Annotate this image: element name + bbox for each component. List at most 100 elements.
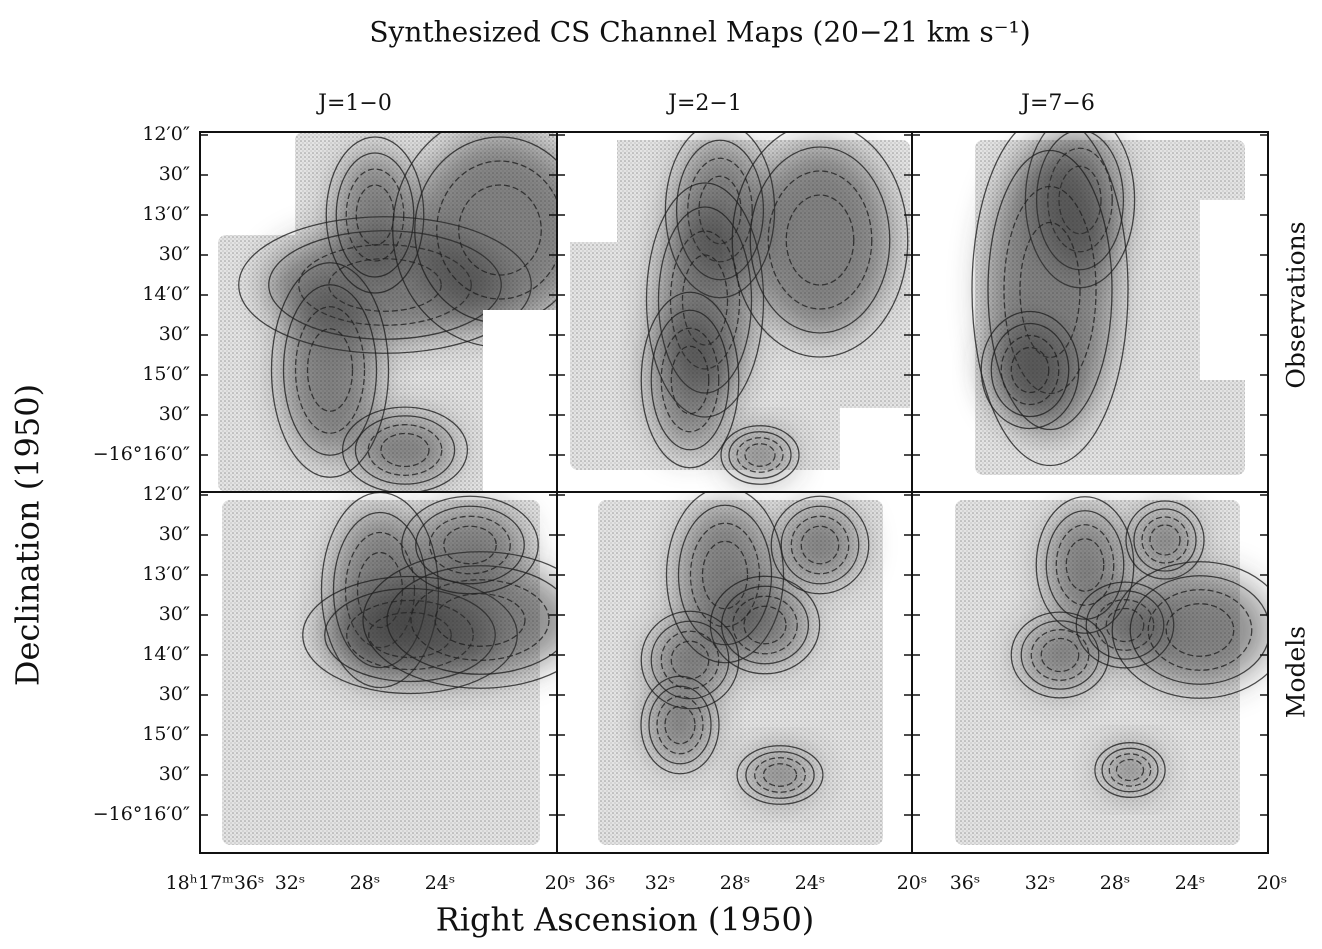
- emission-peak: [353, 414, 457, 486]
- emission-peak: [720, 585, 810, 665]
- contour: [767, 170, 873, 310]
- contour: [294, 306, 366, 434]
- x-tick-label: 24ˢ: [425, 872, 456, 894]
- map-panel: [912, 132, 1268, 492]
- contour: [749, 146, 891, 334]
- contour: [640, 675, 720, 775]
- contour: [345, 168, 405, 262]
- y-tick-label: 30″: [159, 683, 190, 705]
- blank-area: [557, 132, 617, 242]
- contour: [732, 595, 798, 655]
- contour: [648, 685, 712, 765]
- y-axis-label: Declination (1950): [9, 384, 47, 686]
- contour: [650, 309, 730, 451]
- y-tick-label: −16°16′0″: [93, 443, 190, 465]
- contour: [987, 149, 1113, 431]
- y-tick-label: 30″: [159, 763, 190, 785]
- contour: [1149, 524, 1181, 556]
- contour: [640, 291, 740, 469]
- contour: [1129, 575, 1268, 685]
- x-tick-label: 20ˢ: [545, 872, 576, 894]
- contour: [743, 605, 787, 645]
- map-panel: [200, 492, 557, 853]
- contour: [744, 443, 776, 467]
- contour: [306, 328, 354, 412]
- panel-frame: [911, 491, 1269, 854]
- emission-peak: [384, 564, 557, 676]
- contour: [1065, 538, 1105, 592]
- emission-peak: [990, 322, 1070, 418]
- contour: [670, 640, 710, 680]
- emission-peak: [1020, 619, 1100, 691]
- contour: [720, 425, 800, 485]
- column-title: J=1−0: [316, 91, 392, 116]
- contour: [980, 310, 1080, 430]
- contour: [380, 432, 430, 468]
- contour: [728, 431, 792, 479]
- emission-peak: [1128, 574, 1268, 686]
- x-tick-label: 36ˢ: [585, 872, 616, 894]
- contour: [367, 424, 443, 476]
- contour: [429, 515, 511, 575]
- column-title: J=2−1: [666, 91, 742, 116]
- x-tick-label: 32ˢ: [1025, 872, 1056, 894]
- emission-peak: [282, 282, 378, 458]
- contour: [709, 575, 821, 675]
- contour: [736, 437, 784, 473]
- contour: [1133, 508, 1197, 572]
- contour: [1045, 510, 1125, 620]
- map-panel: [200, 132, 557, 492]
- contour: [354, 415, 456, 485]
- contour: [341, 406, 469, 492]
- y-tick-label: 14′0″: [142, 283, 190, 305]
- contour: [790, 515, 850, 575]
- emission-peak: [780, 505, 860, 585]
- contour: [1125, 500, 1205, 580]
- blank-area: [1200, 200, 1268, 380]
- contour: [282, 284, 378, 456]
- contour: [1000, 334, 1060, 406]
- y-tick-label: 30″: [159, 243, 190, 265]
- contour: [762, 763, 798, 787]
- map-panel: [557, 132, 912, 492]
- blank-area: [840, 408, 912, 492]
- contour: [1094, 742, 1166, 798]
- contour: [1165, 603, 1235, 657]
- contour: [754, 757, 806, 793]
- y-tick-label: 14′0″: [142, 643, 190, 665]
- contour: [745, 751, 815, 799]
- contour: [401, 495, 539, 595]
- contour: [720, 585, 810, 665]
- emission-peak: [748, 144, 892, 336]
- contour: [1020, 620, 1100, 690]
- y-tick-label: 15′0″: [142, 363, 190, 385]
- contour: [1101, 747, 1159, 793]
- contour: [1115, 758, 1145, 782]
- x-tick-label: 24ˢ: [795, 872, 826, 894]
- emission-peak: [335, 151, 415, 279]
- contour: [731, 132, 909, 358]
- x-tick-label: 36ˢ: [950, 872, 981, 894]
- contour: [436, 160, 557, 300]
- contour: [1010, 346, 1050, 394]
- contour: [434, 593, 526, 647]
- panels: [199, 131, 1269, 854]
- contour: [656, 695, 704, 755]
- contour: [443, 525, 497, 565]
- x-tick-label: 32ˢ: [645, 872, 676, 894]
- map-panel: [557, 492, 912, 853]
- contour: [1019, 221, 1081, 359]
- x-tick-label: 20ˢ: [1257, 872, 1288, 894]
- y-tick-label: 30″: [159, 323, 190, 345]
- contour: [701, 540, 749, 610]
- contour: [415, 505, 525, 585]
- contour: [1010, 611, 1110, 699]
- contour: [800, 525, 840, 565]
- contour: [736, 745, 824, 805]
- emission-peak: [414, 505, 526, 585]
- contour: [660, 327, 720, 433]
- x-tick-label: 32ˢ: [275, 872, 306, 894]
- y-tick-label: 30″: [159, 403, 190, 425]
- map-panel: [912, 492, 1268, 853]
- column-title: J=7−6: [1019, 91, 1095, 116]
